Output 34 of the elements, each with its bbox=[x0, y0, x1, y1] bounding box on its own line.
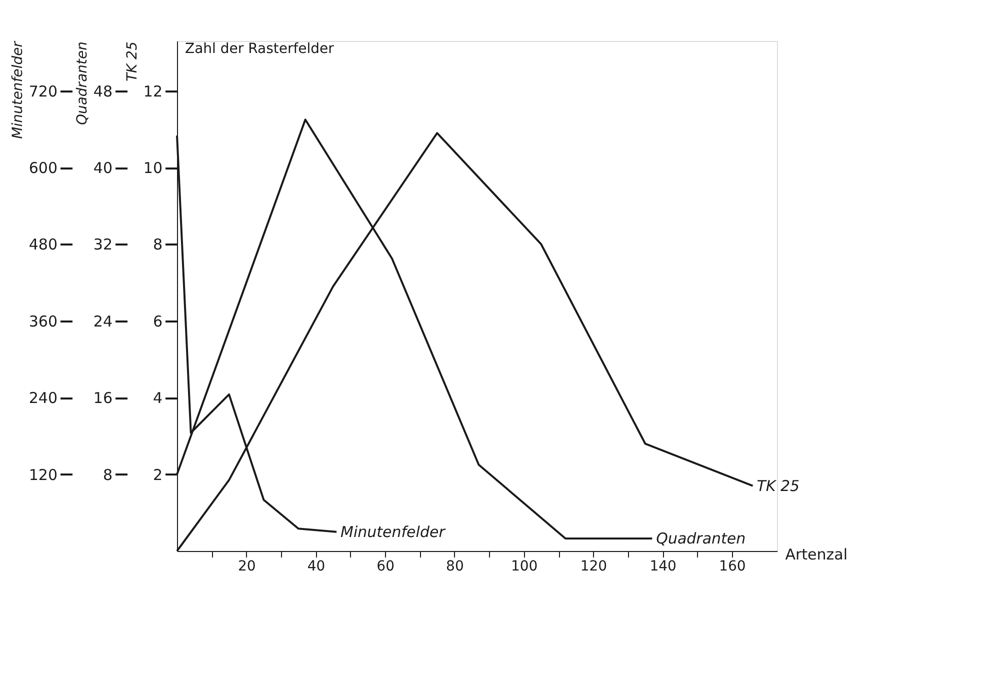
y-axis-title: TK 25 bbox=[124, 41, 140, 82]
y-tick-label: 6 bbox=[152, 312, 162, 330]
y3-tick-label: 480 bbox=[28, 236, 58, 254]
series-label: Minutenfelder bbox=[340, 522, 446, 541]
y3-tick-label: 360 bbox=[28, 312, 58, 330]
x-tick-label: 20 bbox=[238, 558, 256, 574]
y3-tick-label: 600 bbox=[28, 159, 58, 178]
x-tick-label: 160 bbox=[719, 558, 746, 574]
y-tick-label: 4 bbox=[152, 389, 162, 408]
series-label: Quadranten bbox=[656, 530, 746, 548]
y-tick-label: 2 bbox=[152, 466, 162, 484]
x-tick-label: 100 bbox=[510, 558, 538, 574]
y2-tick-label: 40 bbox=[93, 159, 112, 178]
y2-tick-label: 8 bbox=[102, 466, 112, 484]
y2-tick-label: 24 bbox=[93, 312, 112, 330]
annotation: Zahl der Rasterfelder bbox=[185, 41, 334, 57]
y3-tick-label: 240 bbox=[28, 389, 58, 408]
y3-tick-label: 720 bbox=[28, 82, 58, 100]
x-tick-label: 140 bbox=[650, 558, 676, 574]
y2-tick-label: 16 bbox=[93, 389, 112, 408]
y-tick-label: 8 bbox=[152, 236, 162, 254]
y2-tick-label: 32 bbox=[93, 236, 112, 254]
y-tick-label: 10 bbox=[143, 159, 162, 178]
y2-axis-title: Quadranten bbox=[74, 42, 90, 126]
x-tick-label: 80 bbox=[446, 558, 464, 574]
x-tick-label: 40 bbox=[307, 558, 326, 574]
y3-axis-title: Minutenfelder bbox=[10, 40, 26, 139]
y3-tick-label: 120 bbox=[28, 466, 58, 484]
y2-tick-label: 48 bbox=[93, 82, 112, 100]
x-axis-title: Artenzal bbox=[785, 546, 848, 564]
x-tick-label: 60 bbox=[376, 558, 395, 574]
x-tick-label: 120 bbox=[580, 558, 608, 574]
y-tick-label: 12 bbox=[143, 82, 162, 100]
series-label: TK 25 bbox=[756, 476, 800, 495]
